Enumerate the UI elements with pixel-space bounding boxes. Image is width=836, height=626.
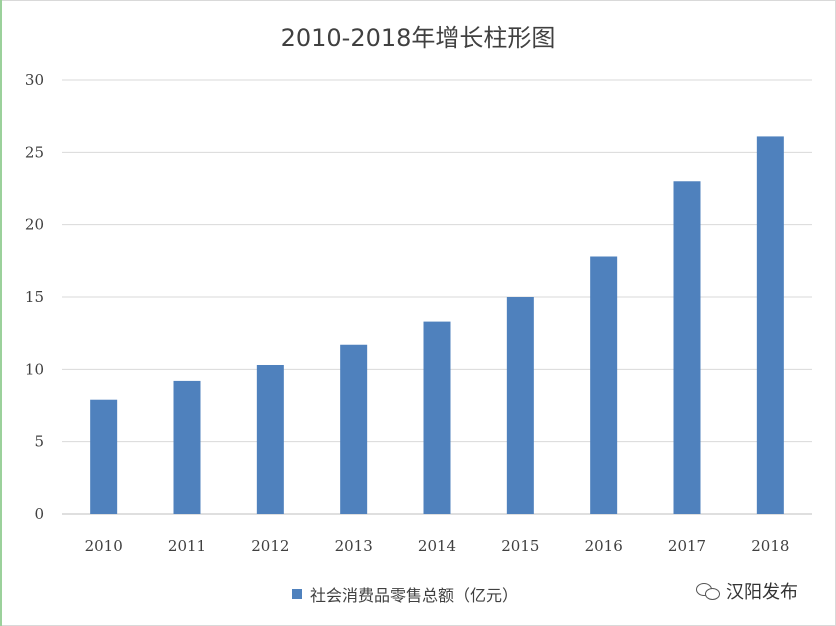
y-tick-label: 0 xyxy=(34,505,44,523)
bar-2015 xyxy=(506,297,534,514)
x-tick-label: 2014 xyxy=(418,537,456,555)
bar-2013 xyxy=(340,344,368,514)
x-tick-label: 2017 xyxy=(668,537,706,555)
wechat-icon xyxy=(696,581,720,601)
y-tick-label: 30 xyxy=(25,71,44,89)
x-tick-label: 2011 xyxy=(168,537,206,555)
legend: 社会消费品零售总额（亿元） xyxy=(292,584,519,605)
bar-2016 xyxy=(590,256,618,514)
bar-2017 xyxy=(673,181,701,514)
window-edge xyxy=(0,0,2,626)
y-tick-label: 25 xyxy=(25,143,44,161)
x-tick-label: 2016 xyxy=(585,537,623,555)
x-tick-label: 2013 xyxy=(335,537,373,555)
chart-title: 2010-2018年增长柱形图 xyxy=(280,24,556,52)
legend-label: 社会消费品零售总额（亿元） xyxy=(310,586,519,605)
bar-2012 xyxy=(256,364,284,514)
legend-swatch xyxy=(292,589,302,599)
y-tick-label: 20 xyxy=(25,216,44,234)
bar-2014 xyxy=(423,321,451,514)
bar-2010 xyxy=(90,399,118,514)
watermark-overlay xyxy=(628,552,818,582)
watermark: 汉阳发布 xyxy=(696,578,798,604)
x-tick-label: 2010 xyxy=(85,537,123,555)
x-tick-label: 2012 xyxy=(251,537,289,555)
watermark-text: 汉阳发布 xyxy=(726,582,798,603)
x-tick-label: 2015 xyxy=(501,537,539,555)
y-tick-label: 10 xyxy=(25,360,44,378)
bar-2011 xyxy=(173,380,201,514)
bar-2018 xyxy=(756,136,784,515)
x-tick-label: 2018 xyxy=(751,537,789,555)
y-tick-label: 5 xyxy=(34,433,44,451)
y-tick-label: 15 xyxy=(25,288,44,306)
